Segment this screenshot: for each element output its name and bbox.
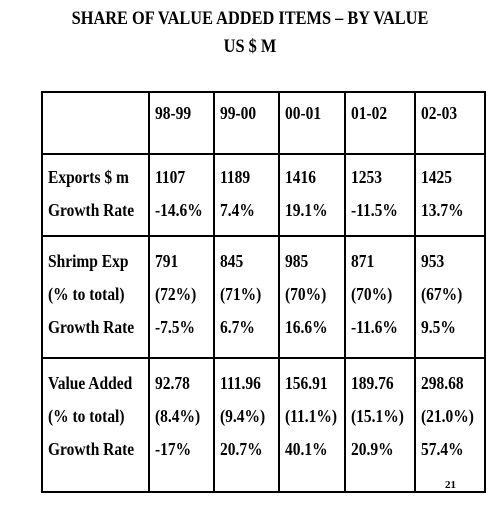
column-header: 02-03 — [414, 91, 486, 155]
column-header: 01-02 — [344, 91, 416, 155]
cell-value: 298.68 — [421, 373, 464, 393]
cell-value: 1107 — [155, 167, 186, 187]
cell-value: 20.9% — [351, 439, 394, 459]
cell-value: 9.5% — [421, 317, 456, 337]
column-header-label: 01-02 — [351, 103, 388, 123]
row-label: Shrimp Exp — [48, 251, 129, 271]
cell-value: 19.1% — [285, 200, 328, 220]
value-cell: 298.68 (21.0%) 57.4% — [414, 357, 486, 493]
value-added-table: 98-99 99-00 00-01 01-02 02-03 Exports $ … — [41, 91, 486, 493]
cell-value: 156.91 — [285, 373, 328, 393]
cell-value: 871 — [351, 251, 375, 271]
cell-value: (9.4%) — [220, 406, 266, 426]
value-cell: 189.76 (15.1%) 20.9% — [344, 357, 416, 493]
cell-value: 1189 — [220, 167, 251, 187]
cell-value: (11.1%) — [285, 406, 338, 426]
cell-value: (70%) — [285, 284, 327, 304]
cell-value: -11.5% — [351, 200, 398, 220]
cell-value: (70%) — [351, 284, 393, 304]
row-label: (% to total) — [48, 284, 125, 304]
shrimp-group-row: Shrimp Exp (% to total) Growth Rate 791 … — [41, 235, 486, 359]
value-cell: 845 (71%) 6.7% — [213, 235, 280, 359]
cell-value: -17% — [155, 439, 192, 459]
row-label-cell: Exports $ m Growth Rate — [41, 153, 150, 237]
page-number: 21 — [445, 479, 456, 491]
cell-value: 6.7% — [220, 317, 255, 337]
cell-value: 1425 — [421, 167, 452, 187]
slide-title: SHARE OF VALUE ADDED ITEMS – BY VALUE — [71, 8, 429, 29]
header-corner-cell — [41, 91, 150, 155]
value-cell: 1253 -11.5% — [344, 153, 416, 237]
row-label: Exports $ m — [48, 167, 129, 187]
column-header: 98-99 — [148, 91, 215, 155]
cell-value: 791 — [155, 251, 179, 271]
cell-value: 985 — [285, 251, 309, 271]
cell-value: 953 — [421, 251, 445, 271]
cell-value: (15.1%) — [351, 406, 404, 426]
cell-value: 57.4% — [421, 439, 464, 459]
column-header-label: 98-99 — [155, 103, 192, 123]
slide-subtitle: US $ M — [223, 36, 277, 57]
row-label: Value Added — [48, 373, 133, 393]
value-added-group-row: Value Added (% to total) Growth Rate 92.… — [41, 357, 486, 493]
cell-value: -7.5% — [155, 317, 195, 337]
cell-value: 189.76 — [351, 373, 394, 393]
value-cell: 791 (72%) -7.5% — [148, 235, 215, 359]
cell-value: 40.1% — [285, 439, 328, 459]
cell-value: (8.4%) — [155, 406, 201, 426]
value-cell: 156.91 (11.1%) 40.1% — [278, 357, 346, 493]
value-cell: 953 (67%) 9.5% — [414, 235, 486, 359]
column-header-label: 99-00 — [220, 103, 257, 123]
cell-value: 111.96 — [220, 373, 261, 393]
cell-value: 92.78 — [155, 373, 190, 393]
cell-value: (71%) — [220, 284, 262, 304]
cell-value: 20.7% — [220, 439, 263, 459]
row-label-cell: Value Added (% to total) Growth Rate — [41, 357, 150, 493]
cell-value: 16.6% — [285, 317, 328, 337]
value-cell: 985 (70%) 16.6% — [278, 235, 346, 359]
value-cell: 1189 7.4% — [213, 153, 280, 237]
column-header-label: 00-01 — [285, 103, 322, 123]
row-label: (% to total) — [48, 406, 125, 426]
cell-value: (72%) — [155, 284, 197, 304]
column-header: 99-00 — [213, 91, 280, 155]
value-cell: 1425 13.7% — [414, 153, 486, 237]
cell-value: 1416 — [285, 167, 316, 187]
cell-value: 7.4% — [220, 200, 255, 220]
cell-value: 13.7% — [421, 200, 464, 220]
row-label: Growth Rate — [48, 439, 135, 459]
cell-value: 1253 — [351, 167, 382, 187]
value-cell: 871 (70%) -11.6% — [344, 235, 416, 359]
column-header-label: 02-03 — [421, 103, 458, 123]
row-label-cell: Shrimp Exp (% to total) Growth Rate — [41, 235, 150, 359]
exports-group-row: Exports $ m Growth Rate 1107 -14.6% 1189… — [41, 153, 486, 237]
cell-value: (67%) — [421, 284, 463, 304]
cell-value: 845 — [220, 251, 244, 271]
value-cell: 92.78 (8.4%) -17% — [148, 357, 215, 493]
cell-value: -11.6% — [351, 317, 398, 337]
value-cell: 1107 -14.6% — [148, 153, 215, 237]
column-header: 00-01 — [278, 91, 346, 155]
cell-value: -14.6% — [155, 200, 203, 220]
value-cell: 111.96 (9.4%) 20.7% — [213, 357, 280, 493]
header-row: 98-99 99-00 00-01 01-02 02-03 — [41, 91, 486, 155]
row-label: Growth Rate — [48, 200, 135, 220]
value-cell: 1416 19.1% — [278, 153, 346, 237]
cell-value: (21.0%) — [421, 406, 474, 426]
row-label: Growth Rate — [48, 317, 135, 337]
